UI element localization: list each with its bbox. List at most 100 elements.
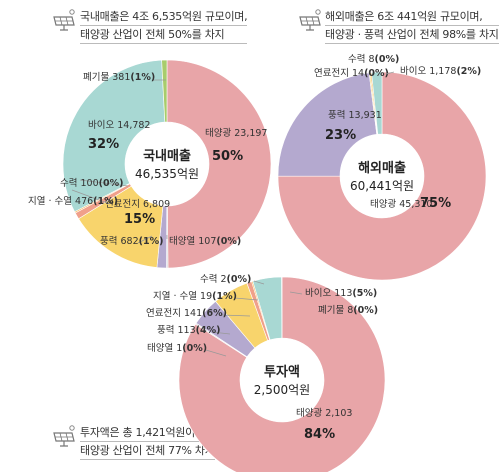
caption-line: 국내매출은 4조 6,535억원 규모이며,: [80, 8, 248, 26]
label-bio: 바이오 113(5%): [305, 288, 377, 299]
label-solar: 태양광 45,310: [370, 198, 432, 210]
label-pct: (0%): [182, 343, 207, 354]
label-wind: 풍력 13,931: [328, 109, 382, 121]
slice-solar: [178, 276, 386, 472]
label-name: 바이오 14,782: [88, 120, 150, 131]
leader-line: [205, 349, 227, 357]
label-name: 태양열 107: [169, 236, 216, 247]
label-hydro: 수력 2(0%): [200, 273, 251, 285]
label-pct: (0%): [216, 236, 241, 247]
center-total: 2,500억원: [254, 383, 310, 397]
label-pct: (1%): [130, 72, 155, 83]
label-pct: (6%): [202, 308, 227, 319]
leader-line: [71, 189, 111, 205]
leader-line: [79, 179, 129, 187]
label-pct: (0%): [99, 178, 124, 189]
leader-line: [289, 291, 303, 295]
label-pct-solar: 50%: [212, 149, 243, 164]
caption-line: 태양광 산업이 전체 77% 차지: [80, 442, 215, 460]
center-total: 46,535억원: [135, 167, 199, 181]
label-name: 수력 100: [60, 177, 99, 189]
label-solar: 태양광 2,103: [296, 407, 352, 419]
caption-line: 태양광 · 풍력 산업이 전체 98%를 차지: [325, 26, 499, 44]
caption-line: 태양광 산업이 전체 50%를 차지: [80, 26, 248, 44]
leader-line: [234, 297, 259, 301]
caption-investment: 투자액은 총 1,421억원이며, 태양광 산업이 전체 77% 차지: [80, 424, 215, 460]
label-name: 태양광 45,310: [370, 198, 432, 210]
caption-line: 해외매출은 6조 441억원 규모이며,: [325, 8, 499, 26]
label-fuelcell: 연료전지 14(0%): [314, 68, 389, 79]
label-pct-solar: 84%: [304, 427, 335, 442]
center-title: 국내매출: [143, 148, 191, 164]
label-name: 지열 · 수열 476: [28, 196, 93, 207]
leader-line: [385, 71, 395, 75]
caption-line: 투자액은 총 1,421억원이며,: [80, 424, 215, 442]
leader-line: [211, 331, 231, 335]
label-name: 태양광 23,197: [205, 127, 267, 139]
leader-line: [137, 235, 153, 244]
label-wind: 풍력 113(4%): [157, 324, 220, 336]
label-fuelcell: 연료전지 141(6%): [146, 308, 227, 319]
label-name: 연료전지 14: [314, 68, 364, 79]
label-hydro: 수력 8(0%): [348, 53, 399, 65]
label-wind: 풍력 682(1%): [100, 235, 163, 247]
leader-line: [221, 314, 251, 317]
label-name: 풍력 13,931: [328, 109, 382, 121]
solar-panel-icon: [53, 9, 75, 31]
label-solarheat: 태양열 1(0%): [147, 343, 207, 354]
label-pct: (4%): [196, 325, 221, 336]
label-solar: 태양광 23,197: [205, 127, 267, 139]
slice-solar: [277, 71, 487, 281]
leader-line: [253, 280, 265, 285]
label-waste: 폐기물 8(0%): [318, 304, 378, 316]
label-name: 수력 2: [200, 273, 227, 285]
label-pct: (1%): [212, 291, 237, 302]
label-name: 풍력 682: [100, 235, 139, 247]
donut-chart-0: 국내매출 46,535억원 태양광 23,197 50% 바이오 14,782 32% 연료…: [28, 59, 272, 269]
center-title: 투자액: [264, 365, 300, 380]
label-name: 지열 · 수열 19: [153, 291, 212, 302]
label-geo: 지열 · 수열 476(1%): [28, 196, 118, 207]
label-bio: 바이오 14,782: [88, 120, 150, 131]
label-pct: (0%): [227, 274, 252, 285]
label-pct-bio: 32%: [88, 137, 119, 152]
slice-bio: [371, 71, 383, 135]
slice-solar: [166, 59, 272, 269]
slice-wind: [277, 72, 378, 177]
solar-panel-icon: [299, 9, 321, 31]
label-pct: (1%): [139, 236, 164, 247]
label-name: 폐기물 8: [318, 304, 353, 316]
label-pct: (0%): [364, 68, 389, 79]
label-pct-wind: 23%: [325, 128, 356, 143]
label-pct: (0%): [375, 54, 400, 65]
label-bio: 바이오 1,178(2%): [400, 66, 481, 77]
solar-panel-icon: [53, 425, 75, 447]
label-name: 연료전지 141: [146, 308, 202, 319]
label-pct: (2%): [456, 66, 481, 77]
label-pct-solar: 75%: [420, 196, 451, 211]
label-name: 연료전지 6,809: [105, 199, 170, 210]
label-name: 폐기물 381: [83, 71, 130, 83]
label-name: 바이오 113: [305, 288, 352, 299]
label-name: 태양열 1: [147, 343, 182, 354]
label-geo: 지열 · 수열 19(1%): [153, 291, 237, 302]
label-pct: (0%): [353, 305, 378, 316]
slice-waste: [161, 59, 168, 123]
label-fuelcell: 연료전지 6,809: [105, 199, 170, 210]
label-solarheat: 태양열 107(0%): [169, 236, 241, 247]
label-name: 수력 8: [348, 53, 375, 65]
label-pct: (5%): [352, 288, 377, 299]
label-waste: 폐기물 381(1%): [83, 71, 155, 83]
label-name: 풍력 113: [157, 324, 196, 336]
label-hydro: 수력 100(0%): [60, 177, 123, 189]
center-total: 60,441억원: [350, 179, 414, 193]
caption-domestic: 국내매출은 4조 6,535억원 규모이며, 태양광 산업이 전체 50%를 차…: [80, 8, 248, 44]
label-pct-fuelcell: 15%: [124, 212, 155, 227]
slice-bio: [62, 59, 166, 213]
caption-overseas: 해외매출은 6조 441억원 규모이며, 태양광 · 풍력 산업이 전체 98%…: [325, 8, 499, 44]
label-name: 태양광 2,103: [296, 407, 352, 419]
label-pct: (1%): [93, 196, 118, 207]
